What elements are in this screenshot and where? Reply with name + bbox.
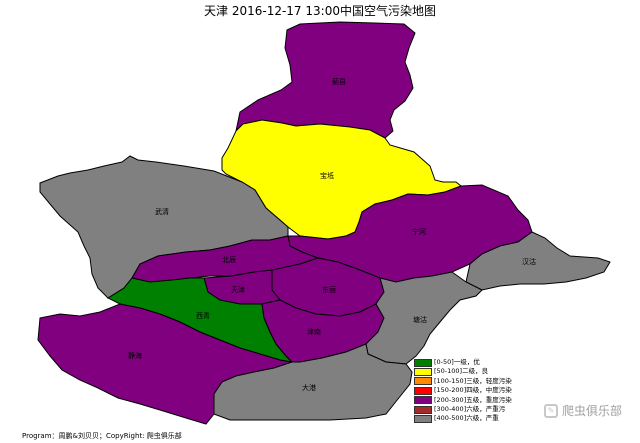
watermark: ✎ 爬虫俱乐部 [543, 402, 622, 419]
legend-label: [0-50]一级，优 [434, 358, 480, 366]
label-jinghai: 静海 [128, 351, 142, 360]
map-title: 天津 2016-12-17 13:00中国空气污染地图 [204, 4, 436, 18]
label-dongli: 东丽 [322, 285, 336, 294]
legend-item: [100-150]三级，轻度污染 [414, 377, 512, 386]
watermark-text: 爬虫俱乐部 [561, 404, 622, 418]
label-jixian: 蓟县 [332, 77, 346, 86]
label-hangu: 汉沽 [522, 257, 536, 266]
speech-bubble-icon: ✎ [543, 403, 558, 418]
legend-swatch [414, 415, 432, 424]
label-tanggu: 塘沽 [413, 315, 427, 324]
legend-item: [150-200]四级，中度污染 [414, 386, 512, 395]
footer-credits: Program：周鹏&刘贝贝；CopyRight: 爬虫俱乐部 [22, 432, 182, 440]
label-xiqing: 西青 [196, 311, 210, 320]
legend-label: [150-200]四级，中度污染 [434, 386, 512, 395]
district-tanggu[interactable] [365, 271, 483, 365]
label-wuqing: 武清 [155, 207, 169, 216]
legend-swatch [414, 368, 432, 377]
label-tianjin: 天津 [231, 286, 245, 294]
legend-item: [400-500]六级，严重 [414, 414, 506, 424]
legend-item: [200-300]五级，重度污染 [414, 396, 512, 405]
legend-swatch [414, 386, 432, 395]
legend-swatch [414, 377, 432, 386]
legend-swatch [414, 396, 432, 405]
legend-label: [200-300]五级，重度污染 [434, 395, 512, 404]
label-baodi: 宝坻 [320, 171, 334, 180]
legend-swatch [414, 358, 432, 367]
label-ninghe: 宁河 [412, 227, 426, 236]
legend-swatch [414, 405, 432, 414]
legend-label: [100-150]三级，轻度污染 [434, 376, 512, 385]
label-dagang: 大港 [302, 383, 316, 392]
legend-label: [300-400]六级，严重污 [434, 404, 506, 413]
label-jinnan: 津南 [307, 327, 321, 336]
legend-label: [400-500]六级，严重 [434, 414, 499, 423]
district-beichen[interactable] [131, 235, 320, 283]
legend: [0-50]一级，优 [50-100]二级，良 [100-150]三级，轻度污染… [414, 358, 512, 424]
district-hangu[interactable] [465, 231, 611, 291]
legend-item: [0-50]一级，优 [414, 358, 506, 367]
district-dagang[interactable] [213, 343, 413, 421]
legend-label: [50-100]二级，良 [434, 367, 489, 376]
legend-item: [300-400]六级，严重污 [414, 405, 506, 414]
legend-item: [50-100]二级，良 [414, 367, 506, 377]
label-beichen: 北辰 [222, 256, 236, 264]
